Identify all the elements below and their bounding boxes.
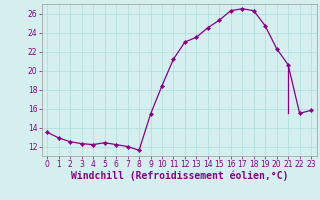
X-axis label: Windchill (Refroidissement éolien,°C): Windchill (Refroidissement éolien,°C)	[70, 171, 288, 181]
